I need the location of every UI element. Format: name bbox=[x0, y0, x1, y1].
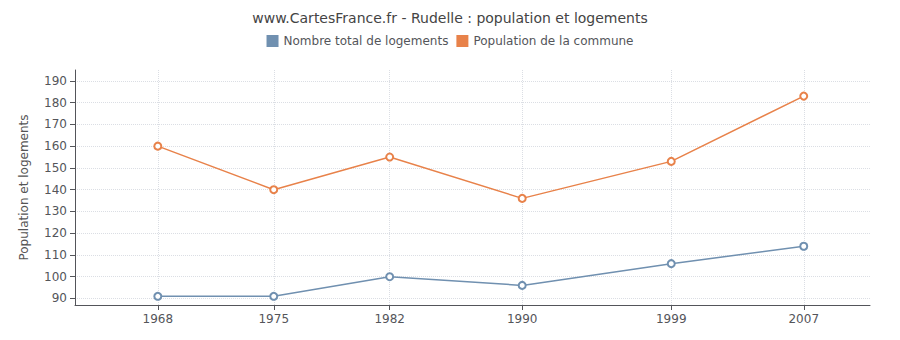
svg-text:110: 110 bbox=[44, 248, 67, 262]
svg-text:1999: 1999 bbox=[656, 312, 687, 326]
svg-text:160: 160 bbox=[44, 139, 67, 153]
svg-text:140: 140 bbox=[44, 183, 67, 197]
svg-text:1982: 1982 bbox=[374, 312, 405, 326]
svg-text:1990: 1990 bbox=[507, 312, 538, 326]
svg-text:1975: 1975 bbox=[258, 312, 289, 326]
svg-text:2007: 2007 bbox=[788, 312, 819, 326]
svg-text:170: 170 bbox=[44, 117, 67, 131]
svg-text:180: 180 bbox=[44, 96, 67, 110]
svg-text:100: 100 bbox=[44, 270, 67, 284]
svg-text:120: 120 bbox=[44, 226, 67, 240]
svg-text:90: 90 bbox=[52, 291, 67, 305]
svg-text:www.CartesFrance.fr - Rudelle: www.CartesFrance.fr - Rudelle : populati… bbox=[252, 10, 648, 26]
svg-text:130: 130 bbox=[44, 204, 67, 218]
svg-text:190: 190 bbox=[44, 74, 67, 88]
svg-text:1968: 1968 bbox=[143, 312, 174, 326]
svg-text:Nombre total de logements: Nombre total de logements bbox=[284, 34, 449, 48]
svg-text:Population de la commune: Population de la commune bbox=[473, 34, 633, 48]
svg-text:Population et logements: Population et logements bbox=[17, 114, 31, 260]
svg-text:150: 150 bbox=[44, 161, 67, 175]
